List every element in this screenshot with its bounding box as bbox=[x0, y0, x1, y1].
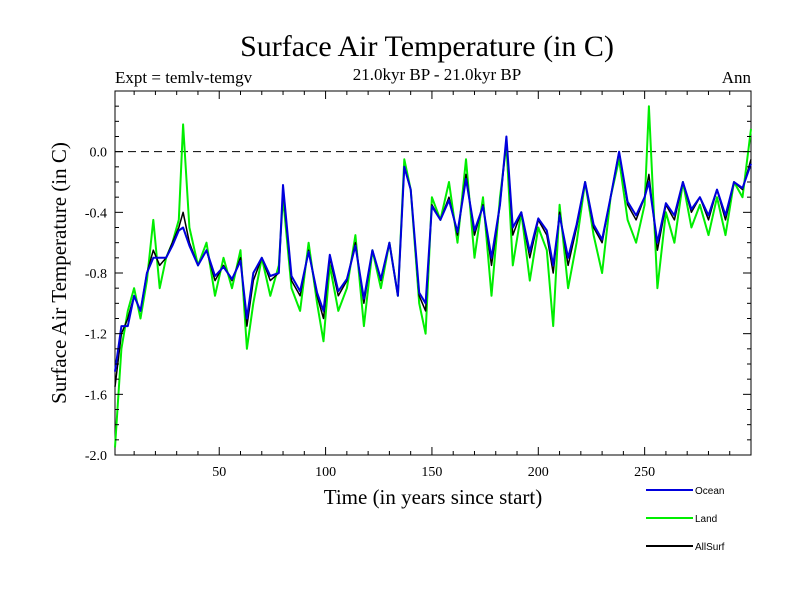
y-axis-label: Surface Air Temperature (in C) bbox=[47, 142, 71, 404]
y-tick-label: -2.0 bbox=[85, 449, 107, 464]
x-tick-labels: 50 100 150 200 250 bbox=[212, 465, 655, 480]
season-label: Ann bbox=[722, 68, 752, 87]
legend-label-land: Land bbox=[695, 514, 717, 525]
series-group bbox=[114, 105, 752, 448]
legend: Ocean Land AllSurf bbox=[646, 486, 725, 553]
x-tick-label: 250 bbox=[634, 465, 655, 480]
y-tick-label: -1.6 bbox=[85, 388, 107, 403]
legend-label-ocean: Ocean bbox=[695, 486, 724, 497]
chart-title: Surface Air Temperature (in C) bbox=[240, 30, 614, 63]
x-axis-label: Time (in years since start) bbox=[324, 485, 543, 509]
y-tick-label: -0.4 bbox=[85, 206, 107, 221]
x-tick-label: 50 bbox=[212, 465, 226, 480]
y-tick-labels: -2.0 -1.6 -1.2 -0.8 -0.4 0.0 bbox=[85, 146, 107, 464]
x-tick-label: 150 bbox=[421, 465, 442, 480]
y-tick-label: -0.8 bbox=[85, 267, 107, 282]
period-label: 21.0kyr BP - 21.0kyr BP bbox=[353, 65, 521, 84]
legend-label-allsurf: AllSurf bbox=[695, 542, 725, 553]
series-line-ocean bbox=[114, 135, 752, 372]
y-tick-label: 0.0 bbox=[90, 146, 108, 161]
series-line-land bbox=[114, 105, 752, 448]
x-tick-label: 100 bbox=[315, 465, 336, 480]
ticks-group bbox=[115, 91, 751, 456]
plot-area: -2.0 -1.6 -1.2 -0.8 -0.4 0.0 50 100 150 200 250 bbox=[85, 90, 752, 480]
experiment-label: Expt = temlv-temgv bbox=[115, 68, 253, 87]
x-tick-label: 200 bbox=[528, 465, 549, 480]
y-tick-label: -1.2 bbox=[85, 328, 107, 343]
